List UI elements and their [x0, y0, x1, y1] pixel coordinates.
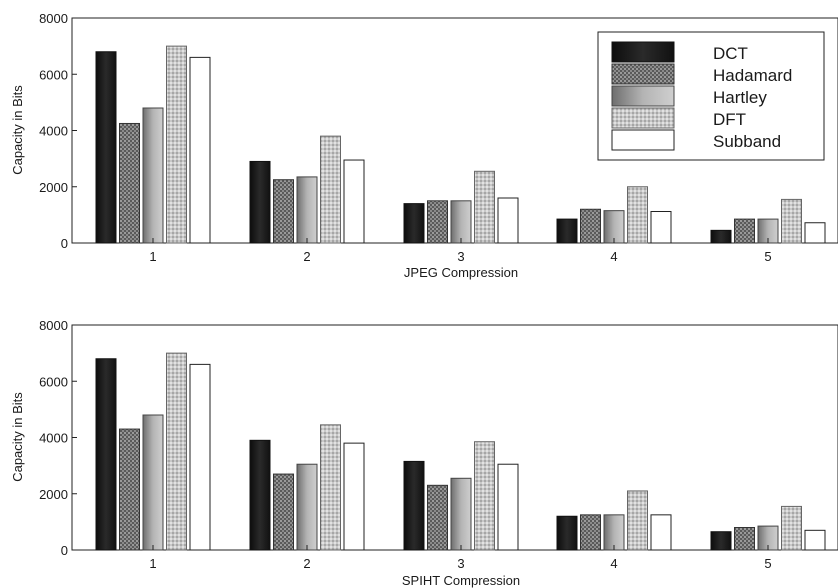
jpeg-bar-hadamard: [734, 218, 755, 244]
spiht-x-tick-label: 1: [149, 556, 156, 571]
spiht-bar-dft: [627, 490, 648, 551]
jpeg-bar-dct: [249, 160, 271, 244]
jpeg-bar-subband: [497, 197, 519, 244]
legend-swatch-subband: [611, 129, 675, 151]
jpeg-bar-hadamard: [580, 208, 601, 244]
spiht-x-tick-label: 3: [457, 556, 464, 571]
spiht-bar-dft: [320, 424, 341, 551]
spiht-bar-subband: [804, 529, 826, 551]
jpeg-bar-hartley: [142, 107, 164, 244]
legend-label-hadamard: Hadamard: [713, 66, 792, 85]
spiht-bar-dct: [556, 515, 578, 551]
spiht-y-tick-label: 8000: [39, 318, 68, 333]
spiht-y-tick-label: 6000: [39, 374, 68, 389]
jpeg-x-axis: 1 2 3 4 5: [149, 238, 772, 264]
spiht-bar-dct: [403, 460, 425, 551]
jpeg-bar-dft: [166, 45, 187, 244]
spiht-bar-dct: [95, 358, 117, 551]
legend-swatch-dct: [611, 41, 675, 63]
jpeg-bar-subband: [650, 211, 672, 244]
jpeg-bar-dct: [710, 229, 732, 244]
jpeg-bar-hartley: [296, 176, 318, 244]
jpeg-x-tick-label: 2: [303, 249, 310, 264]
jpeg-y-tick-label: 2000: [39, 180, 68, 195]
spiht-bar-hadamard: [119, 428, 140, 551]
jpeg-bar-hadamard: [273, 179, 294, 244]
jpeg-y-tick-label: 0: [61, 236, 68, 251]
spiht-bar-subband: [497, 463, 519, 551]
legend: DCT Hadamard Hartley DFT Subband: [597, 31, 825, 161]
legend-swatch-dft: [611, 107, 675, 129]
spiht-x-tick-label: 2: [303, 556, 310, 571]
jpeg-x-tick-label: 5: [764, 249, 771, 264]
spiht-bar-hadamard: [734, 527, 755, 551]
jpeg-bar-dft: [320, 135, 341, 244]
spiht-x-tick-label: 5: [764, 556, 771, 571]
legend-label-hartley: Hartley: [713, 88, 767, 107]
jpeg-bar-subband: [189, 56, 211, 244]
spiht-bar-dft: [474, 441, 495, 551]
spiht-bar-dct: [249, 439, 271, 551]
jpeg-y-axis: 0 2000 4000 6000 8000: [39, 11, 77, 251]
jpeg-x-axis-label: JPEG Compression: [404, 265, 518, 280]
spiht-y-axis-label: Capacity in Bits: [10, 392, 25, 482]
spiht-y-axis: 0 2000 4000 6000 8000: [39, 318, 77, 558]
legend-label-dft: DFT: [713, 110, 746, 129]
spiht-bar-hadamard: [273, 473, 294, 551]
jpeg-x-tick-label: 1: [149, 249, 156, 264]
jpeg-bar-dct: [95, 51, 117, 244]
jpeg-y-tick-label: 4000: [39, 124, 68, 139]
spiht-x-tick-label: 4: [610, 556, 617, 571]
jpeg-x-tick-label: 3: [457, 249, 464, 264]
jpeg-bar-subband: [343, 159, 365, 244]
spiht-y-tick-label: 2000: [39, 487, 68, 502]
spiht-y-tick-label: 0: [61, 543, 68, 558]
spiht-bar-hartley: [450, 477, 472, 551]
jpeg-bar-dct: [403, 203, 425, 244]
spiht-bar-hartley: [603, 514, 625, 551]
jpeg-bar-dft: [781, 198, 802, 244]
legend-label-dct: DCT: [713, 44, 748, 63]
spiht-bar-dft: [781, 505, 802, 551]
spiht-bar-dft: [166, 352, 187, 551]
spiht-bar-dct: [710, 531, 732, 551]
legend-swatch-hadamard: [611, 63, 675, 85]
spiht-bar-hadamard: [580, 514, 601, 551]
jpeg-chart-panel: 0 2000 4000 6000 8000 1 2 3 4 5 Capacity in Bits…: [10, 11, 838, 280]
spiht-x-axis: 1 2 3 4 5: [149, 545, 772, 571]
spiht-bar-subband: [189, 363, 211, 551]
jpeg-bar-dft: [627, 186, 648, 244]
spiht-y-tick-label: 4000: [39, 431, 68, 446]
spiht-x-axis-label: SPIHT Compression: [402, 573, 520, 588]
spiht-bars: [95, 352, 826, 551]
legend-label-subband: Subband: [713, 132, 781, 151]
legend-swatch-hartley: [611, 85, 675, 107]
spiht-chart-panel: 0 2000 4000 6000 8000 1 2 3 4 5 Capacity in Bits…: [10, 318, 838, 588]
spiht-bar-hadamard: [427, 484, 448, 551]
jpeg-y-tick-label: 8000: [39, 11, 68, 26]
spiht-bar-hartley: [296, 463, 318, 551]
jpeg-bar-dft: [474, 170, 495, 244]
jpeg-bar-hadamard: [427, 200, 448, 244]
jpeg-x-tick-label: 4: [610, 249, 617, 264]
jpeg-bar-dct: [556, 218, 578, 244]
spiht-bar-hartley: [142, 414, 164, 551]
jpeg-y-tick-label: 6000: [39, 67, 68, 82]
jpeg-bar-hadamard: [119, 122, 140, 244]
jpeg-bar-subband: [804, 222, 826, 244]
spiht-bar-subband: [343, 442, 365, 551]
jpeg-bar-hartley: [450, 200, 472, 244]
spiht-bar-subband: [650, 514, 672, 551]
jpeg-y-axis-label: Capacity in Bits: [10, 85, 25, 175]
